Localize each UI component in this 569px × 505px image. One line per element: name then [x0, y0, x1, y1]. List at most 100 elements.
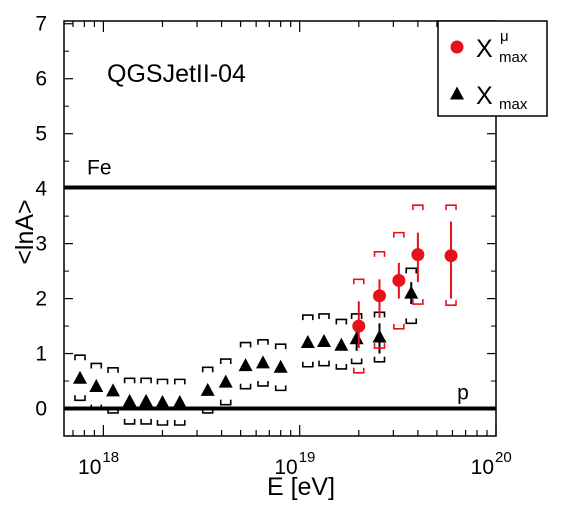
systematic-bracket: [373, 356, 386, 363]
y-tick-label: 1: [35, 343, 47, 366]
systematic-bracket: [274, 385, 287, 392]
data-point-triangle: [238, 358, 253, 372]
systematic-bracket: [123, 377, 136, 384]
systematic-bracket: [350, 313, 363, 319]
systematic-bracket: [140, 377, 152, 384]
data-point-triangle: [155, 394, 170, 408]
systematic-bracket: [173, 378, 186, 385]
x-tick-label-exponent: 20: [495, 449, 512, 466]
systematic-bracket: [405, 267, 418, 274]
systematic-bracket: [302, 314, 314, 321]
x-tick-label-base: 10: [274, 456, 297, 479]
systematic-bracket: [140, 418, 152, 425]
data-point-triangle: [300, 335, 315, 349]
legend-marker-circle: [450, 40, 464, 54]
systematic-bracket: [90, 362, 103, 369]
systematic-bracket: [335, 363, 348, 370]
x-tick-labels: 10 18 10 19 10 20: [78, 449, 512, 479]
legend-marker-triangle: [450, 86, 464, 100]
systematic-bracket: [405, 318, 418, 325]
data-point-triangle: [122, 393, 137, 407]
systematic-bracket: [373, 343, 386, 349]
legend-label-base: X: [476, 35, 493, 63]
data-point-circle: [373, 289, 387, 303]
reference-label-fe: Fe: [87, 157, 112, 180]
systematic-bracket: [412, 299, 424, 305]
systematic-bracket: [393, 231, 405, 238]
systematic-bracket: [107, 407, 119, 414]
y-tick-label: 5: [35, 123, 47, 146]
systematic-bracket: [74, 354, 86, 361]
data-point-circle: [352, 319, 366, 333]
systematic-bracket: [201, 366, 214, 373]
data-point-triangle: [404, 285, 419, 299]
x-tick-label-base: 10: [471, 456, 494, 479]
data-point-triangle: [349, 331, 364, 345]
legend-label-subscript: max: [499, 49, 528, 66]
data-point-triangle: [89, 379, 104, 393]
systematic-bracket: [274, 343, 287, 350]
y-tick-label: 2: [35, 288, 47, 311]
x-axis-title: E [eV]: [267, 473, 335, 501]
systematic-bracket: [123, 418, 136, 425]
systematic-bracket: [318, 313, 330, 319]
data-point-triangle: [218, 374, 233, 388]
plot-area: Fe p: [63, 20, 497, 437]
systematic-bracket: [201, 407, 214, 414]
legend-box: [437, 20, 548, 117]
systematic-bracket: [318, 360, 330, 367]
legend-label-superscript: μ: [500, 28, 509, 45]
systematic-bracket: [445, 204, 457, 211]
systematic-bracket: [302, 361, 314, 368]
systematic-bracket: [107, 367, 119, 373]
plot-frame: [63, 20, 497, 437]
systematic-bracket: [352, 367, 365, 374]
x-tick-label-exponent: 19: [299, 449, 316, 466]
data-point-triangle: [273, 359, 288, 373]
x-tick-label-exponent: 18: [102, 449, 119, 466]
model-label: QGSJetII-04: [107, 60, 246, 88]
y-tick-label: 0: [35, 398, 47, 421]
systematic-bracket: [156, 420, 169, 426]
y-axis-title: <lnA>: [11, 199, 39, 264]
data-point-circle: [444, 249, 458, 263]
systematic-bracket: [352, 278, 365, 285]
data-point-triangle: [200, 382, 215, 396]
systematic-bracket: [412, 204, 424, 211]
data-point-circle: [392, 273, 406, 287]
data-point-triangle: [317, 333, 332, 347]
y-tick-label: 3: [35, 233, 47, 256]
data-point-triangle: [172, 394, 187, 408]
y-tick-label: 6: [35, 68, 47, 91]
systematic-bracket: [257, 380, 269, 387]
systematic-bracket: [173, 420, 186, 426]
y-tick-label: 4: [35, 178, 47, 201]
systematic-bracket: [239, 383, 252, 390]
data-point-triangle: [72, 370, 87, 384]
systematic-bracket: [219, 399, 232, 406]
legend-label-base: X: [476, 82, 493, 110]
systematic-bracket: [156, 378, 169, 385]
data-point-triangle: [106, 383, 121, 397]
systematic-bracket: [373, 251, 386, 257]
x-tick-label-base: 10: [78, 456, 101, 479]
reference-label-p: p: [457, 382, 469, 405]
systematic-bracket: [257, 339, 269, 345]
data-point-triangle: [372, 329, 387, 343]
systematic-bracket: [350, 358, 363, 365]
systematic-bracket: [335, 318, 348, 325]
systematic-bracket: [239, 341, 252, 348]
systematic-bracket: [219, 358, 232, 365]
data-point-triangle: [334, 337, 349, 351]
systematic-bracket: [90, 404, 103, 411]
y-tick-label: 7: [35, 13, 47, 36]
systematic-bracket: [393, 323, 405, 330]
data-point-triangle: [255, 355, 270, 369]
y-tick-labels: 0 1 2 3 4 5 6 7: [35, 13, 47, 421]
systematic-bracket: [74, 395, 86, 402]
systematic-bracket: [445, 300, 457, 306]
legend-label-subscript: max: [499, 96, 528, 113]
data-point-circle: [411, 248, 425, 262]
